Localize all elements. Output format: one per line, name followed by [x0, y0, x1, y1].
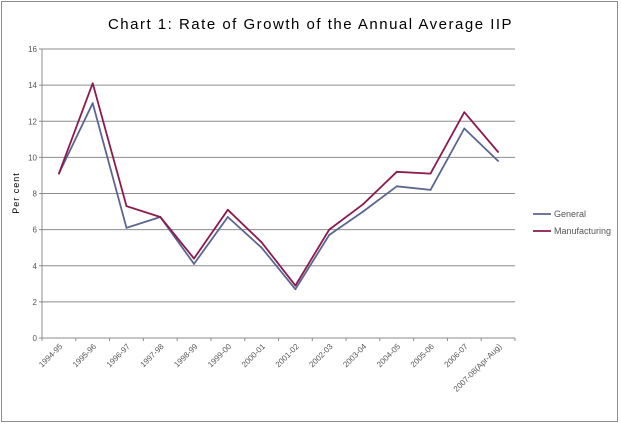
x-tick-label: 2005-06	[409, 342, 437, 370]
y-tick-label: 12	[28, 117, 37, 126]
data-point-general	[463, 127, 466, 130]
x-tick-label: 2000-01	[240, 342, 268, 370]
data-point-manufacturing	[159, 216, 162, 218]
y-tick-labels: 0 2 4 6 8 10 12 14 16	[28, 45, 37, 343]
data-point-manufacturing	[193, 257, 195, 260]
x-tick-label: 2006-07	[443, 342, 471, 370]
x-tick-label: 1994-95	[37, 342, 65, 370]
data-point-manufacturing	[91, 82, 94, 85]
chart-title: Chart 1: Rate of Growth of the Annual Av…	[107, 16, 514, 33]
y-tick-label: 8	[33, 190, 38, 199]
data-point-general	[395, 185, 398, 188]
data-point-manufacturing	[294, 284, 297, 287]
x-tick-label: 2002-03	[307, 342, 335, 370]
data-point-general	[294, 288, 297, 291]
data-point-manufacturing	[260, 241, 263, 244]
x-tick-label: 1996-97	[105, 342, 133, 370]
data-point-manufacturing	[497, 151, 500, 153]
data-point-manufacturing	[463, 111, 466, 114]
gridlines	[42, 48, 515, 303]
y-axis-label: Per cent	[11, 172, 21, 214]
y-tick-label: 6	[33, 226, 38, 235]
y-tick-label: 16	[28, 45, 37, 54]
series-lines	[57, 82, 500, 291]
data-point-general	[193, 263, 195, 265]
axes	[39, 48, 516, 341]
data-point-general	[125, 226, 128, 229]
data-point-manufacturing	[328, 228, 331, 231]
data-point-manufacturing	[395, 170, 398, 173]
y-tick-label: 4	[33, 262, 38, 271]
y-tick-label: 10	[28, 153, 37, 162]
data-point-general	[226, 216, 229, 218]
legend-label-manufacturing: Manufacturing	[554, 226, 611, 236]
series-line-general	[58, 102, 499, 291]
data-point-manufacturing	[226, 208, 229, 211]
legend-label-general: General	[554, 209, 586, 219]
x-tick-label: 2003-04	[341, 342, 369, 370]
x-tick-label: 2004-05	[375, 342, 403, 370]
legend: General Manufacturing	[533, 209, 611, 236]
series-line-manufacturing	[58, 82, 499, 287]
x-tick-label: 1998-99	[172, 342, 200, 370]
x-tick-label: 2001-02	[274, 342, 302, 370]
data-point-general	[328, 234, 331, 236]
data-point-general	[91, 102, 94, 105]
data-point-general	[260, 246, 263, 249]
data-point-manufacturing	[362, 203, 364, 206]
y-tick-label: 0	[33, 334, 38, 343]
data-point-general	[362, 210, 364, 213]
data-point-manufacturing	[125, 205, 128, 208]
data-point-general	[497, 160, 500, 162]
data-point-manufacturing	[429, 172, 432, 175]
y-tick-label: 14	[28, 81, 37, 90]
x-tick-label: 1997-98	[139, 342, 167, 370]
x-tick-label: 1999-00	[206, 342, 234, 370]
data-point-general	[429, 188, 432, 191]
y-tick-label: 2	[33, 298, 38, 307]
x-tick-labels: 1994-95 1995-96 1996-97 1997-98 1998-99 1999-…	[37, 342, 504, 394]
data-point-manufacturing	[57, 172, 60, 175]
x-tick-label: 1995-96	[71, 342, 99, 370]
